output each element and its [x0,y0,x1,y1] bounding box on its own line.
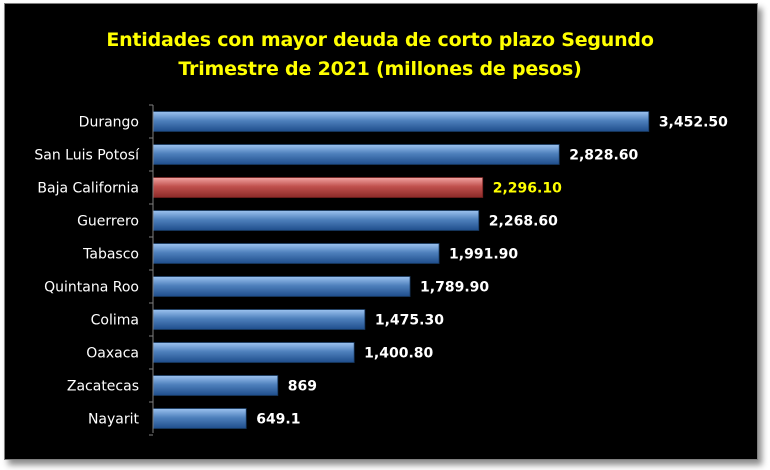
bar-colima [152,309,366,330]
chart-frame [4,3,758,460]
bar-quintana-roo [152,276,411,297]
chart-title-line-2: Trimestre de 2021 (millones de pesos) [178,58,582,80]
value-label-nayarit: 649.1 [256,412,300,428]
value-label-baja-california: 2,296.10 [493,181,562,197]
category-label-colima: Colima [91,313,139,329]
bar-oaxaca [152,342,355,363]
category-label-durango: Durango [79,115,139,131]
chart-title-line-1: Entidades con mayor deuda de corto plazo… [106,29,654,51]
value-label-oaxaca: 1,400.80 [364,346,433,362]
category-label-zacatecas: Zacatecas [67,379,139,395]
category-label-san-luis-potosi: San Luis Potosí [34,148,140,164]
value-label-colima: 1,475.30 [375,313,444,329]
bar-zacatecas [152,375,279,396]
chart-title: Entidades con mayor deuda de corto plazo… [0,26,760,84]
value-label-guerrero: 2,268.60 [489,214,558,230]
category-label-nayarit: Nayarit [88,412,140,428]
category-label-guerrero: Guerrero [77,214,139,230]
bar-san-luis-potosi [152,144,560,165]
category-label-baja-california: Baja California [37,181,139,197]
value-label-durango: 3,452.50 [659,115,728,131]
value-label-san-luis-potosi: 2,828.60 [569,148,638,164]
category-label-oaxaca: Oaxaca [86,346,139,362]
bar-durango [152,111,650,132]
bar-baja-california [152,177,484,198]
value-label-tabasco: 1,991.90 [449,247,518,263]
bars-layer: Durango 3,452.50 San Luis Potosí 2,828.60 Ba… [34,104,728,436]
bar-nayarit [152,408,247,429]
bar-guerrero [152,210,480,231]
category-label-quintana-roo: Quintana Roo [44,280,139,296]
bar-tabasco [152,243,440,264]
value-label-zacatecas: 869 [288,379,317,395]
value-label-quintana-roo: 1,789.90 [420,280,489,296]
category-label-tabasco: Tabasco [82,247,139,263]
